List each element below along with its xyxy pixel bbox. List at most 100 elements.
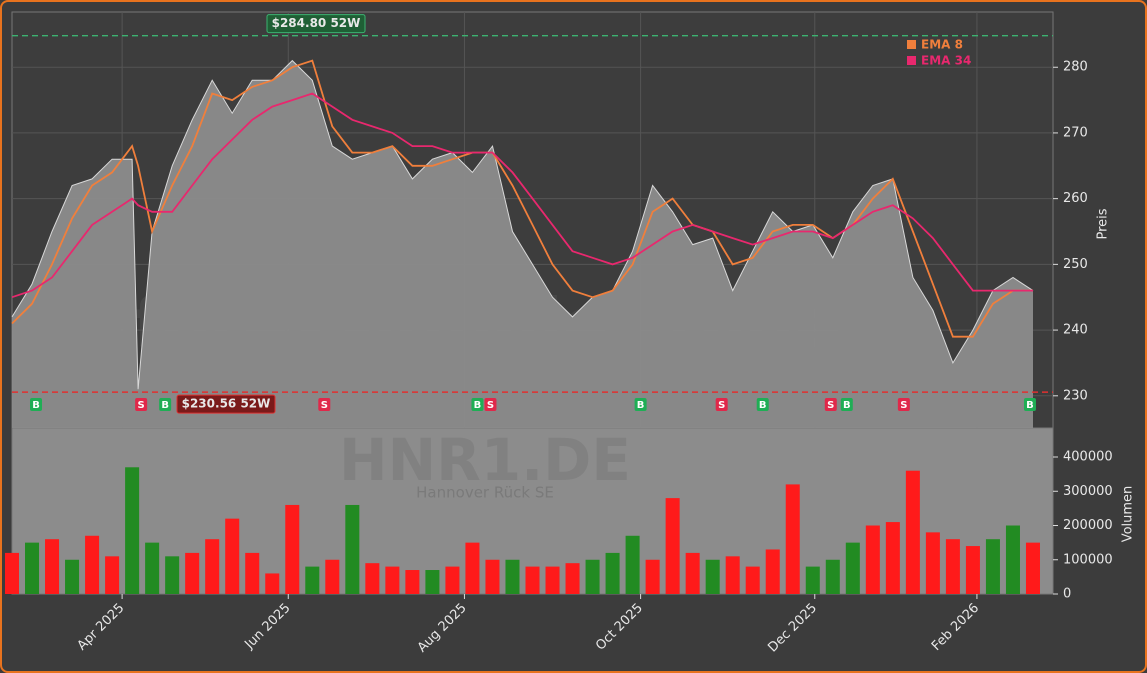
- x-tick-label: Apr 2025: [75, 601, 128, 654]
- y2-tick-label: 0: [1063, 587, 1071, 602]
- y2-tick-label: 100000: [1063, 552, 1113, 567]
- signal-badge: [756, 398, 769, 411]
- volume-bar: [625, 535, 640, 594]
- signal-badge: [135, 398, 148, 411]
- legend-label: EMA 8: [921, 38, 963, 52]
- signal-badge: [634, 398, 647, 411]
- x-tick-label: Feb 2026: [929, 601, 982, 654]
- volume-bar: [645, 559, 660, 594]
- volume-bar: [825, 559, 840, 594]
- volume-bar: [305, 566, 320, 594]
- volume-bar: [785, 484, 800, 594]
- signal-badge: [715, 398, 728, 411]
- volume-bar: [65, 559, 80, 594]
- signal-label: B: [161, 400, 169, 411]
- y-axis-label: Preis: [1096, 208, 1111, 239]
- y-tick-label: 280: [1063, 60, 1088, 75]
- volume-bar: [745, 566, 760, 594]
- price-area: [12, 60, 1033, 428]
- volume-bar: [405, 570, 420, 594]
- volume-bar: [565, 563, 580, 594]
- signal-label: S: [487, 400, 494, 411]
- volume-bar: [425, 570, 440, 594]
- signal-label: B: [32, 400, 40, 411]
- y2-tick-label: 400000: [1063, 450, 1113, 465]
- volume-bar: [845, 542, 860, 594]
- volume-bar: [525, 566, 540, 594]
- signal-label: B: [759, 400, 767, 411]
- volume-bar: [245, 552, 260, 594]
- volume-bar: [165, 556, 180, 594]
- low-label-box: [176, 394, 276, 414]
- x-tick-label: Jun 2025: [242, 601, 294, 653]
- x-tick-label: Dec 2025: [765, 601, 820, 656]
- volume-bar: [965, 546, 980, 594]
- x-tick-label: Oct 2025: [593, 601, 646, 654]
- volume-bar: [505, 559, 520, 594]
- volume-bar: [605, 552, 620, 594]
- signal-label: S: [321, 400, 328, 411]
- volume-bar: [805, 566, 820, 594]
- signal-label: S: [718, 400, 725, 411]
- price-line: [11, 59, 1034, 390]
- volume-bar: [45, 539, 60, 594]
- signal-badge: [824, 398, 837, 411]
- volume-bar: [925, 532, 940, 594]
- volume-bar: [725, 556, 740, 594]
- volume-bar: [445, 566, 460, 594]
- signal-badge: [471, 398, 484, 411]
- signal-badge: [318, 398, 331, 411]
- signal-label: S: [827, 400, 834, 411]
- signal-label: S: [138, 400, 145, 411]
- y2-tick-label: 200000: [1063, 518, 1113, 533]
- volume-bar: [25, 542, 40, 594]
- volume-bar: [865, 525, 880, 594]
- volume-bar: [885, 522, 900, 594]
- ema-line: [11, 59, 1033, 338]
- y-tick-label: 270: [1063, 125, 1088, 140]
- volume-bar: [1025, 542, 1040, 594]
- volume-bar: [345, 504, 360, 594]
- legend-swatch: [907, 40, 916, 49]
- volume-bar: [945, 539, 960, 594]
- volume-bar: [1005, 525, 1020, 594]
- volume-bar: [85, 535, 100, 594]
- volume-bar: [145, 542, 160, 594]
- watermark-company: Hannover Rück SE: [416, 484, 554, 502]
- legend-swatch: [907, 56, 916, 65]
- signal-badge: [159, 398, 172, 411]
- high-label-box: [266, 14, 366, 34]
- volume-bar: [265, 573, 280, 594]
- legend-label: EMA 34: [921, 54, 971, 68]
- volume-bar: [4, 552, 20, 594]
- volume-bar: [105, 556, 120, 594]
- volume-bar: [125, 467, 140, 594]
- volume-bar: [285, 504, 300, 594]
- high-label: $284.80 52W: [272, 16, 361, 30]
- signal-badge: [484, 398, 497, 411]
- volume-bar: [205, 539, 220, 594]
- volume-bar: [685, 552, 700, 594]
- volume-bar: [705, 559, 720, 594]
- signal-label: B: [474, 400, 482, 411]
- volume-bar: [485, 559, 500, 594]
- volume-bar: [905, 470, 920, 594]
- volume-bar: [325, 559, 340, 594]
- signal-badge: [897, 398, 910, 411]
- signal-label: S: [900, 400, 907, 411]
- signal-label: B: [843, 400, 851, 411]
- y-tick-label: 260: [1063, 191, 1088, 206]
- volume-bar: [765, 549, 780, 594]
- volume-bar: [585, 559, 600, 594]
- low-label: $230.56 52W: [182, 397, 271, 411]
- y-tick-label: 250: [1063, 257, 1088, 272]
- signal-label: B: [1026, 400, 1034, 411]
- ema-line: [11, 92, 1033, 299]
- signal-badge: [30, 398, 43, 411]
- x-tick-label: Aug 2025: [415, 601, 470, 656]
- volume-bar: [465, 542, 480, 594]
- signal-badge: [1023, 398, 1036, 411]
- y-tick-label: 240: [1063, 323, 1088, 338]
